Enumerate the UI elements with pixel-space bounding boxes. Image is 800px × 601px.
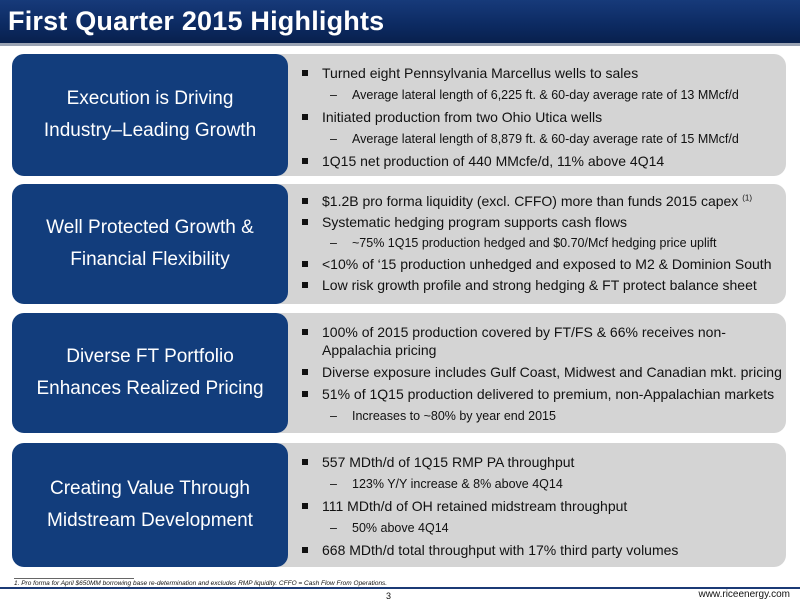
bullet-text: 51% of 1Q15 production delivered to prem… — [322, 386, 775, 402]
footnote-divider — [14, 578, 134, 579]
section-heading-line: Enhances Realized Pricing — [36, 378, 264, 399]
sub-bullet-item: – Average lateral length of 8,879 ft. & … — [300, 130, 782, 148]
sub-bullet-text: 123% Y/Y increase & 8% above 4Q14 — [352, 477, 563, 491]
bullet-text: <10% of ‘15 production unhedged and expo… — [322, 256, 772, 272]
sub-bullet-item: – Average lateral length of 6,225 ft. & … — [300, 86, 782, 104]
bullet-item: Initiated production from two Ohio Utica… — [300, 108, 782, 126]
bullet-item: <10% of ‘15 production unhedged and expo… — [300, 255, 782, 273]
bullet-item: Turned eight Pennsylvania Marcellus well… — [300, 64, 782, 82]
square-bullet-icon — [302, 158, 308, 164]
section-heading-line: Financial Flexibility — [70, 249, 230, 270]
footnote-ref: (1) — [742, 193, 752, 203]
square-bullet-icon — [302, 114, 308, 120]
footer-rule — [0, 587, 800, 589]
bullet-item: 1Q15 net production of 440 MMcfe/d, 11% … — [300, 152, 782, 170]
square-bullet-icon — [302, 503, 308, 509]
square-bullet-icon — [302, 219, 308, 225]
section-heading-box: Creating Value Through Midstream Develop… — [12, 443, 288, 567]
sub-bullet-text: Average lateral length of 6,225 ft. & 60… — [352, 88, 739, 102]
bullet-text: 100% of 2015 production covered by FT/FS… — [322, 324, 726, 358]
title-divider — [0, 43, 800, 46]
section-heading-line: Midstream Development — [47, 510, 253, 531]
bullet-text: Turned eight Pennsylvania Marcellus well… — [322, 65, 639, 81]
bullet-list: 557 MDth/d of 1Q15 RMP PA throughput – 1… — [300, 453, 782, 559]
website-link[interactable]: www.riceenergy.com — [698, 589, 790, 600]
section-heading-line: Diverse FT Portfolio — [66, 346, 234, 367]
bullet-item: Systematic hedging program supports cash… — [300, 213, 782, 231]
page-title: First Quarter 2015 Highlights — [8, 6, 385, 36]
bullet-item: $1.2B pro forma liquidity (excl. CFFO) m… — [300, 192, 782, 210]
bullet-item: Diverse exposure includes Gulf Coast, Mi… — [300, 363, 782, 381]
section-heading-box: Diverse FT Portfolio Enhances Realized P… — [12, 313, 288, 433]
square-bullet-icon — [302, 369, 308, 375]
bullet-item: 51% of 1Q15 production delivered to prem… — [300, 385, 782, 403]
bullet-text: Systematic hedging program supports cash… — [322, 214, 628, 230]
dash-bullet-icon: – — [330, 132, 337, 146]
section-heading-box: Well Protected Growth & Financial Flexib… — [12, 184, 288, 304]
square-bullet-icon — [302, 198, 308, 204]
section-content-box — [270, 443, 786, 567]
bullet-text: 1Q15 net production of 440 MMcfe/d, 11% … — [322, 153, 665, 169]
bullet-text: Diverse exposure includes Gulf Coast, Mi… — [322, 364, 782, 380]
sub-bullet-item: – 50% above 4Q14 — [300, 519, 782, 537]
square-bullet-icon — [302, 70, 308, 76]
square-bullet-icon — [302, 282, 308, 288]
bullet-item: 111 MDth/d of OH retained midstream thro… — [300, 497, 782, 515]
section-heading-box: Execution is Driving Industry–Leading Gr… — [12, 54, 288, 176]
page-number: 3 — [386, 591, 392, 601]
bullet-text: 557 MDth/d of 1Q15 RMP PA throughput — [322, 454, 575, 470]
dash-bullet-icon: – — [330, 88, 337, 102]
dash-bullet-icon: – — [330, 409, 337, 423]
dash-bullet-icon: – — [330, 521, 337, 535]
bullet-item: 668 MDth/d total throughput with 17% thi… — [300, 541, 782, 559]
sub-bullet-text: 50% above 4Q14 — [352, 521, 449, 535]
section-content-box — [270, 184, 786, 304]
section-heading-line: Industry–Leading Growth — [43, 120, 257, 141]
section-content-box — [270, 313, 786, 433]
dash-bullet-icon: – — [330, 477, 337, 491]
section-heading-line: Execution is Driving — [66, 88, 234, 109]
square-bullet-icon — [302, 261, 308, 267]
section-heading-line: Creating Value Through — [50, 478, 250, 499]
sub-bullet-item: – 123% Y/Y increase & 8% above 4Q14 — [300, 475, 782, 493]
sub-bullet-item: – Increases to ~80% by year end 2015 — [300, 407, 782, 425]
bullet-text: 668 MDth/d total throughput with 17% thi… — [322, 542, 679, 558]
square-bullet-icon — [302, 329, 308, 335]
bullet-item: 100% of 2015 production covered by FT/FS… — [300, 323, 782, 359]
bullet-item: 557 MDth/d of 1Q15 RMP PA throughput — [300, 453, 782, 471]
footnote: 1. Pro forma for April $650MM borrowing … — [14, 580, 388, 587]
square-bullet-icon — [302, 459, 308, 465]
bullet-text: Low risk growth profile and strong hedgi… — [322, 277, 757, 293]
sub-bullet-text: Average lateral length of 8,879 ft. & 60… — [352, 132, 739, 146]
bullet-list: Turned eight Pennsylvania Marcellus well… — [300, 64, 782, 170]
sub-bullet-text: ~75% 1Q15 production hedged and $0.70/Mc… — [352, 236, 717, 250]
title-bar: First Quarter 2015 Highlights — [0, 0, 800, 43]
sub-bullet-item: – ~75% 1Q15 production hedged and $0.70/… — [300, 234, 782, 252]
square-bullet-icon — [302, 547, 308, 553]
bullet-item: Low risk growth profile and strong hedgi… — [300, 276, 782, 294]
bullet-text: Initiated production from two Ohio Utica… — [322, 109, 603, 125]
section-content-box — [270, 54, 786, 176]
dash-bullet-icon: – — [330, 236, 337, 250]
square-bullet-icon — [302, 391, 308, 397]
section-heading-line: Well Protected Growth & — [46, 217, 254, 238]
sub-bullet-text: Increases to ~80% by year end 2015 — [352, 409, 556, 423]
bullet-text: $1.2B pro forma liquidity (excl. CFFO) m… — [322, 193, 739, 209]
bullet-list: 100% of 2015 production covered by FT/FS… — [300, 323, 782, 425]
bullet-text: 111 MDth/d of OH retained midstream thro… — [322, 498, 628, 514]
bullet-list: $1.2B pro forma liquidity (excl. CFFO) m… — [300, 192, 782, 294]
